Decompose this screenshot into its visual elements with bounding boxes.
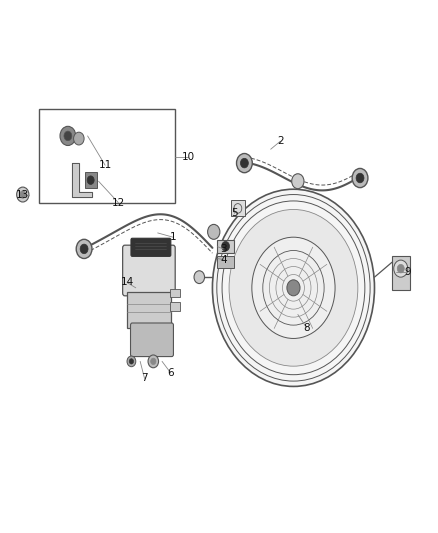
Circle shape — [394, 260, 408, 277]
Text: 13: 13 — [16, 190, 29, 199]
Circle shape — [194, 271, 205, 284]
Circle shape — [80, 244, 88, 254]
Text: 12: 12 — [112, 198, 125, 207]
Circle shape — [287, 280, 300, 296]
Bar — [392, 256, 410, 290]
Circle shape — [240, 158, 248, 168]
Bar — [39, 109, 175, 203]
Text: 1: 1 — [170, 232, 177, 242]
Text: 9: 9 — [404, 267, 411, 277]
Polygon shape — [72, 163, 92, 197]
Circle shape — [356, 173, 364, 183]
Circle shape — [129, 359, 134, 364]
Circle shape — [87, 176, 94, 184]
Text: 7: 7 — [141, 374, 148, 383]
Text: 11: 11 — [99, 160, 112, 170]
Circle shape — [60, 126, 76, 146]
Circle shape — [222, 241, 230, 251]
Text: 6: 6 — [167, 368, 174, 378]
Circle shape — [17, 187, 29, 202]
Bar — [217, 240, 234, 253]
Bar — [217, 256, 234, 268]
Circle shape — [237, 154, 252, 173]
FancyBboxPatch shape — [123, 245, 175, 296]
Bar — [127, 292, 171, 328]
Circle shape — [397, 264, 404, 273]
Ellipse shape — [132, 242, 170, 254]
Bar — [170, 302, 180, 311]
Circle shape — [229, 209, 358, 366]
FancyBboxPatch shape — [131, 238, 171, 256]
Circle shape — [208, 224, 220, 239]
Circle shape — [148, 355, 159, 368]
Bar — [85, 172, 97, 188]
Circle shape — [151, 358, 156, 365]
Bar — [170, 289, 180, 297]
Circle shape — [74, 132, 84, 145]
Text: 10: 10 — [182, 152, 195, 162]
Circle shape — [292, 174, 304, 189]
Circle shape — [20, 191, 26, 198]
Circle shape — [64, 131, 72, 141]
Text: 14: 14 — [120, 278, 134, 287]
Text: 3: 3 — [220, 244, 227, 254]
Text: 8: 8 — [303, 323, 310, 333]
Text: 4: 4 — [220, 255, 227, 264]
Circle shape — [76, 239, 92, 259]
Circle shape — [212, 189, 374, 386]
Circle shape — [127, 356, 136, 367]
Text: 2: 2 — [277, 136, 284, 146]
Bar — [231, 200, 245, 216]
Circle shape — [252, 237, 335, 338]
Circle shape — [352, 168, 368, 188]
FancyBboxPatch shape — [131, 323, 173, 357]
Text: 5: 5 — [231, 208, 238, 218]
